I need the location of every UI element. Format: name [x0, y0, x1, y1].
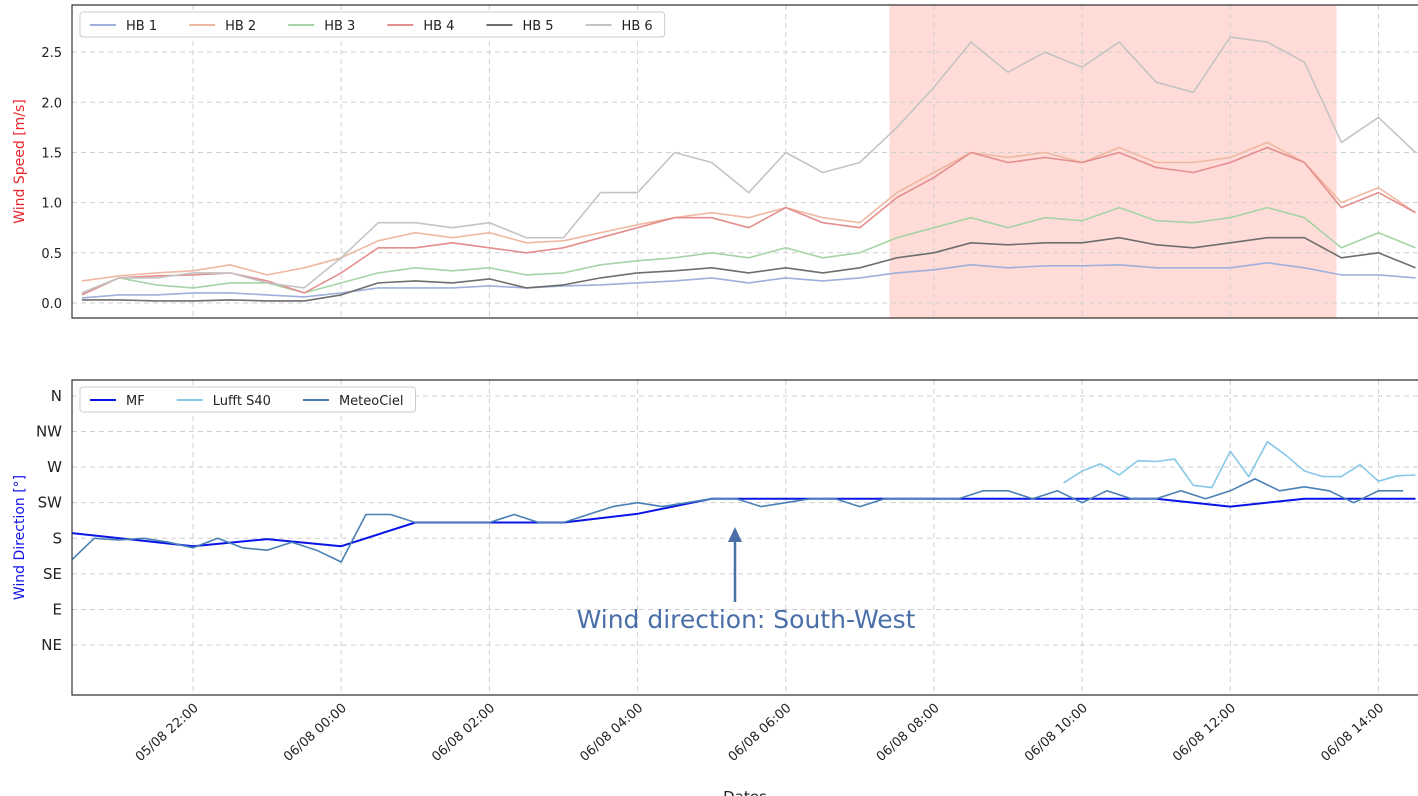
x-tick-label: 06/08 00:00 [281, 701, 350, 765]
x-tick-label: 06/08 14:00 [1318, 701, 1387, 765]
legend-label: HB 4 [423, 19, 454, 34]
series-line [81, 262, 1416, 299]
y-tick-label: NW [36, 422, 62, 440]
y-tick-label: 0.0 [41, 297, 62, 312]
series-line [81, 36, 1417, 294]
x-tick-label: 06/08 02:00 [429, 701, 498, 765]
y-tick-label: 1.5 [41, 146, 62, 161]
x-tick-label: 06/08 08:00 [874, 701, 943, 765]
legend-label: Lufft S40 [213, 394, 271, 409]
axes-frame [71, 379, 1418, 696]
legend: MF Lufft S40 MeteoCiel [79, 386, 416, 413]
x-tick-label: 06/08 10:00 [1022, 701, 1091, 765]
x-axis-label: Dates [723, 788, 767, 796]
x-tick-label: 06/08 04:00 [577, 701, 646, 765]
y-tick-label: NE [41, 636, 62, 654]
legend-label: MeteoCiel [339, 394, 404, 409]
legend: HB 1 HB 2 HB 3 HB 4 HB 5 HB 6 [79, 11, 666, 38]
legend-frame [79, 386, 416, 413]
y-tick-label: W [47, 458, 62, 476]
series-line [1063, 440, 1416, 489]
y-tick-label: SE [43, 565, 62, 583]
annotation-arrowhead [728, 527, 742, 542]
series-line [72, 497, 1416, 548]
legend-label: HB 5 [522, 19, 553, 34]
x-tick-label: 05/08 22:00 [133, 701, 202, 765]
series-line [72, 478, 1404, 563]
annotation: Wind direction: South-West [577, 605, 916, 634]
y-tick-label: 0.5 [41, 247, 62, 262]
legend-label: MF [126, 394, 145, 409]
x-tick-label: 06/08 12:00 [1170, 701, 1239, 765]
y-axis-label: Wind Direction [°] [12, 475, 28, 600]
y-tick-label: S [52, 529, 62, 547]
y-tick-label: 1.0 [41, 197, 62, 212]
legend-label: HB 2 [225, 19, 256, 34]
legend-frame [79, 11, 666, 38]
y-tick-label: 2.0 [41, 96, 62, 111]
legend-label: HB 3 [324, 19, 355, 34]
axes-frame [71, 4, 1418, 319]
y-axis-label: Wind Speed [m/s] [12, 99, 28, 224]
series-line [81, 141, 1416, 282]
y-tick-label: 2.5 [41, 46, 62, 61]
plot-area [72, 380, 1418, 695]
y-tick-label: N [51, 387, 62, 405]
y-tick-label: E [53, 601, 62, 619]
series-line [81, 236, 1416, 302]
x-tick-label: 06/08 06:00 [726, 701, 795, 765]
legend-label: HB 1 [126, 19, 157, 34]
plot-area [72, 5, 1418, 318]
y-tick-label: SW [38, 494, 63, 512]
legend-label: HB 6 [622, 19, 653, 34]
series-line [81, 146, 1416, 296]
